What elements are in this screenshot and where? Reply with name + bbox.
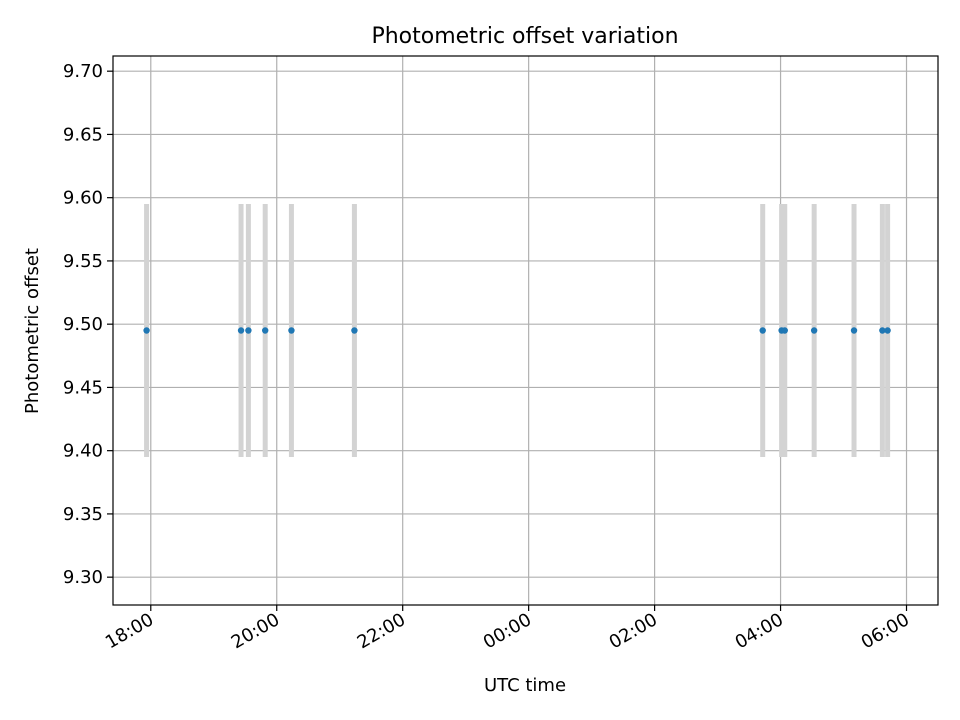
y-tick-label: 9.65	[63, 124, 103, 145]
data-point	[288, 327, 295, 334]
x-axis-label: UTC time	[484, 675, 566, 696]
chart-title: Photometric offset variation	[371, 24, 678, 49]
data-point	[759, 327, 766, 334]
data-point	[781, 327, 788, 334]
data-point	[237, 327, 245, 334]
data-point	[245, 327, 252, 334]
y-axis-label: Photometric offset	[22, 248, 43, 414]
y-tick-label: 9.70	[63, 61, 103, 82]
y-tick-label: 9.60	[63, 188, 103, 209]
y-tick-label: 9.30	[63, 567, 103, 588]
y-tick-label: 9.55	[63, 251, 103, 272]
data-points	[143, 327, 891, 334]
plot-frame	[112, 55, 939, 606]
data-point	[351, 327, 358, 334]
y-tick-label: 9.50	[63, 314, 103, 335]
y-tick-label: 9.40	[63, 441, 103, 462]
data-point	[884, 327, 891, 334]
y-tick-label: 9.35	[63, 504, 103, 525]
data-point	[810, 327, 818, 334]
data-point	[261, 327, 269, 334]
y-axis-ticks: 9.30 9.35 9.40 9.45 9.50 9.55 9.60 9.65 9.70	[63, 61, 113, 588]
y-tick-label: 9.45	[63, 377, 103, 398]
data-point	[143, 327, 150, 334]
data-point	[879, 327, 886, 334]
data-point	[850, 327, 858, 334]
